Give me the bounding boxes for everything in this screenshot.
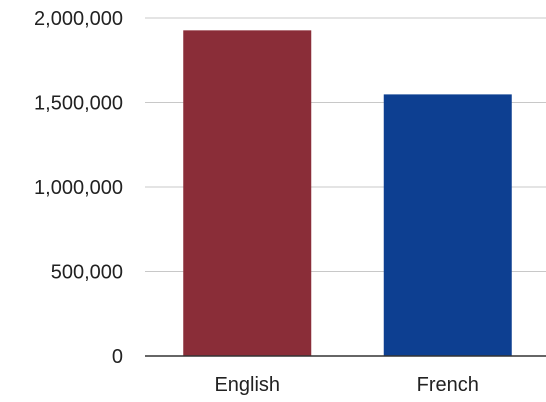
x-axis-category-labels: English French bbox=[214, 374, 478, 396]
bar-french bbox=[383, 94, 512, 356]
x-category-label: English bbox=[214, 374, 280, 396]
y-tick-label: 0 bbox=[112, 346, 123, 368]
y-tick-label: 1,000,000 bbox=[34, 177, 123, 199]
y-tick-label: 500,000 bbox=[51, 262, 123, 284]
x-category-label: French bbox=[417, 374, 479, 396]
y-tick-label: 1,500,000 bbox=[34, 93, 123, 115]
bar-english bbox=[183, 30, 312, 356]
y-tick-label: 2,000,000 bbox=[34, 8, 123, 30]
bars bbox=[145, 30, 546, 357]
y-axis-tick-labels: 0 500,000 1,000,000 1,500,000 2,000,000 bbox=[34, 8, 123, 368]
